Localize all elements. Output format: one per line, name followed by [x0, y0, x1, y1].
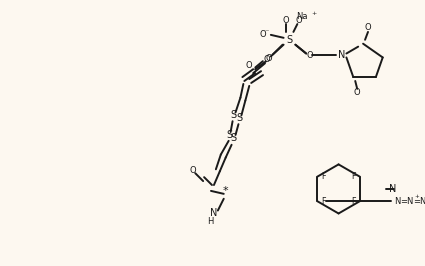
Text: F: F	[321, 172, 326, 181]
Text: O: O	[307, 51, 313, 60]
Text: +: +	[415, 194, 419, 199]
Text: O: O	[246, 61, 252, 70]
Text: =N: =N	[401, 197, 414, 206]
Text: ⁻: ⁻	[265, 27, 269, 36]
Text: O: O	[189, 166, 196, 175]
Text: N: N	[338, 51, 345, 60]
Text: O: O	[282, 16, 289, 25]
Text: N: N	[394, 197, 401, 206]
Text: N: N	[389, 184, 396, 194]
Text: H: H	[207, 217, 213, 226]
Text: O: O	[365, 23, 371, 32]
Text: Na: Na	[297, 12, 308, 21]
Text: F: F	[351, 172, 356, 181]
Text: =N: =N	[414, 197, 425, 206]
Text: F: F	[321, 197, 326, 206]
Text: N: N	[210, 209, 218, 218]
Text: +: +	[312, 11, 317, 16]
Text: S: S	[236, 113, 243, 123]
Text: O: O	[260, 30, 266, 39]
Text: S: S	[230, 133, 237, 143]
Text: *: *	[223, 186, 229, 196]
Text: O: O	[266, 54, 272, 63]
Text: S: S	[230, 110, 237, 120]
Text: S: S	[286, 35, 292, 45]
Text: O: O	[354, 88, 360, 97]
Text: F: F	[351, 197, 356, 206]
Text: O: O	[295, 16, 302, 25]
Text: O: O	[264, 55, 270, 64]
Text: S: S	[227, 130, 233, 140]
